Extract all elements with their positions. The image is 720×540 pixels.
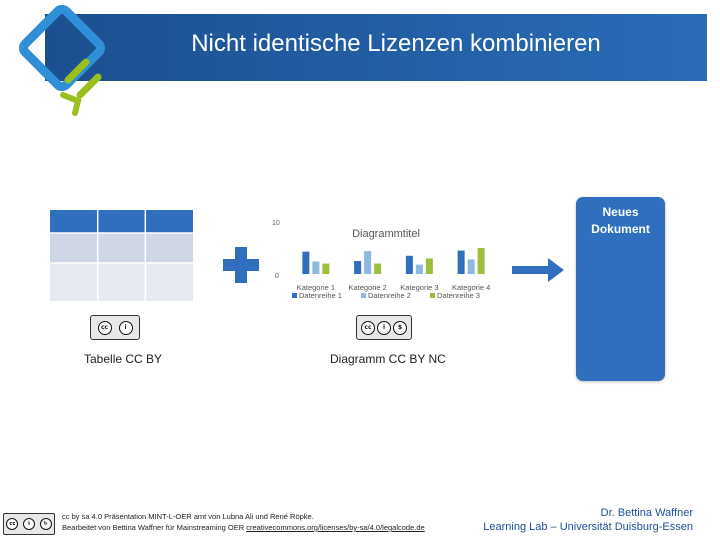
bar-3-4 [477, 248, 485, 274]
bar-1-1 [302, 251, 310, 274]
bar-3-3 [425, 258, 433, 274]
legend-entry: Datenreihe 1 [299, 291, 342, 300]
footer-line2: Bearbeitet von Bettina Waffner für Mains… [62, 522, 425, 533]
bar-2-2 [364, 251, 372, 274]
plus-icon [223, 247, 259, 283]
bar-1-3 [405, 255, 413, 274]
bar-1-4 [457, 250, 465, 274]
bar-chart: Diagrammtitel 10 0 Kategorie 1 Kategorie … [272, 220, 490, 300]
bar-2-1 [312, 261, 320, 274]
header-bar [45, 14, 707, 81]
arrow-right-icon [512, 258, 564, 282]
x-tick-label: Kategorie 3 [400, 283, 438, 292]
sa-icon: ↻ [39, 518, 52, 530]
legend-swatch [361, 293, 366, 298]
new-document-label: Neues Dokument [576, 204, 665, 238]
x-tick-label: Kategorie 1 [297, 283, 335, 292]
footer-line2-prefix: Bearbeitet von Bettina Waffner für Mains… [62, 523, 245, 532]
legend-entry: Datenreihe 2 [368, 291, 411, 300]
by-icon: i [118, 320, 133, 335]
cc-icon: cc [97, 320, 112, 335]
legend-swatch [292, 293, 297, 298]
legend-entry: Datenreihe 3 [437, 291, 480, 300]
x-tick-label: Kategorie 4 [452, 283, 490, 292]
y-tick-top: 10 [272, 220, 280, 227]
license-link[interactable]: creativecommons.org/licenses/by-sa/4.0/l… [246, 523, 425, 532]
chart-title: Diagrammtitel [352, 228, 420, 240]
y-tick-bottom: 0 [275, 273, 279, 280]
by-icon: i [22, 518, 35, 530]
table-label: Tabelle CC BY [84, 352, 163, 366]
bar-3-2 [374, 263, 382, 274]
bar-1-2 [354, 261, 362, 274]
author-block: Dr. Bettina Waffner Learning Lab – Unive… [483, 506, 693, 534]
legend-swatch [430, 293, 435, 298]
bar-2-3 [415, 264, 423, 274]
bar-2-4 [467, 259, 475, 274]
cc-by-nc-badge: cc i $ [356, 315, 412, 340]
cc-icon: cc [6, 518, 19, 530]
bar-3-1 [322, 263, 330, 274]
by-icon: i [377, 320, 391, 335]
footer-cc-badge: cc i ↻ [3, 513, 55, 535]
cc-icon: cc [361, 320, 375, 335]
author-name: Dr. Bettina Waffner [600, 507, 693, 519]
mainstreaming-oer-logo [18, 5, 106, 116]
new-document-line2: Dokument [591, 222, 650, 236]
author-institution: Learning Lab – Universität Duisburg-Esse… [483, 521, 693, 533]
chart-label: Diagramm CC BY NC [330, 352, 446, 366]
nc-icon: $ [393, 320, 407, 335]
new-document-line1: Neues [602, 205, 639, 219]
x-tick-label: Kategorie 2 [348, 283, 386, 292]
new-document-box [576, 197, 665, 381]
slide-title: Nicht identische Lizenzen kombinieren [191, 30, 601, 57]
footer-credits: cc by sa 4.0 Präsentation MINT-L-OER amt… [62, 511, 425, 533]
cc-by-badge: cc i [90, 315, 140, 340]
table-graphic [50, 210, 193, 301]
footer-line1: cc by sa 4.0 Präsentation MINT-L-OER amt… [62, 512, 314, 521]
